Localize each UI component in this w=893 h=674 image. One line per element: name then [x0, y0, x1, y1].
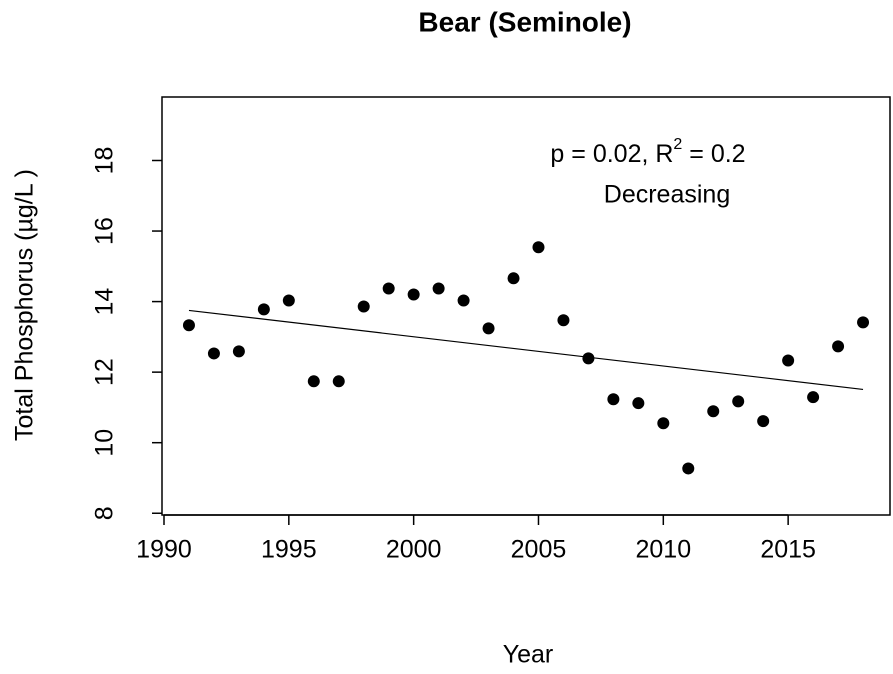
- annotation: p = 0.02, R2 = 0.2: [550, 136, 745, 167]
- y-tick-label: 18: [91, 147, 119, 175]
- y-tick-label: 12: [91, 358, 119, 386]
- point: [182, 319, 195, 332]
- point: [757, 415, 770, 428]
- point: [657, 417, 670, 430]
- point: [432, 282, 445, 295]
- point: [307, 375, 320, 388]
- y-tick-label: 10: [91, 429, 119, 457]
- x-tick-label: 1990: [136, 536, 192, 564]
- point: [332, 375, 345, 388]
- y-tick-label: 14: [91, 288, 119, 316]
- x-tick-label: 2010: [635, 536, 691, 564]
- point: [282, 294, 295, 307]
- point: [482, 322, 495, 335]
- y-axis-label: Total Phosphorus (µg/L ): [11, 169, 39, 441]
- point: [832, 340, 845, 353]
- trend-line: [188, 309, 864, 391]
- annotation-superscript: 2: [673, 136, 682, 153]
- point: [507, 272, 520, 285]
- point: [257, 303, 270, 316]
- point: [582, 352, 595, 365]
- point: [857, 316, 870, 329]
- x-axis-label: Year: [503, 641, 554, 669]
- y-tick-label: 16: [91, 217, 119, 245]
- point: [207, 347, 220, 360]
- point: [532, 241, 545, 254]
- point: [382, 282, 395, 295]
- point: [707, 405, 720, 418]
- point: [557, 314, 570, 327]
- point: [732, 395, 745, 408]
- point: [607, 393, 620, 406]
- annotation-text: p = 0.02, R: [550, 140, 673, 168]
- annotation-trend: Decreasing: [604, 181, 730, 209]
- chart-title: Bear (Seminole): [418, 6, 631, 37]
- point: [232, 345, 245, 358]
- annotation-text: = 0.2: [682, 140, 745, 168]
- y-tick-label: 8: [91, 506, 119, 520]
- point: [457, 294, 470, 307]
- x-tick-label: 2005: [511, 536, 567, 564]
- point: [682, 462, 695, 475]
- point: [407, 288, 420, 301]
- point: [357, 300, 370, 313]
- point: [782, 354, 795, 367]
- x-tick-label: 2015: [760, 536, 816, 564]
- x-tick-label: 1995: [261, 536, 317, 564]
- point: [807, 391, 820, 404]
- point: [632, 397, 645, 410]
- plot-box: [161, 96, 891, 516]
- x-tick-label: 2000: [386, 536, 442, 564]
